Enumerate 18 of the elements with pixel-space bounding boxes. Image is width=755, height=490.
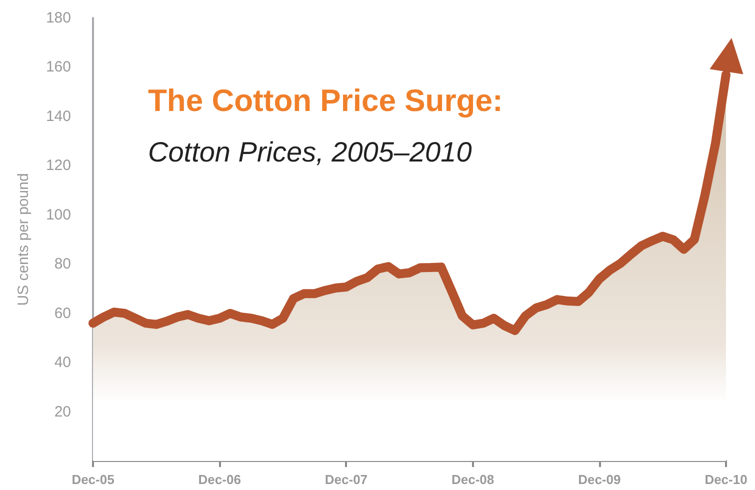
y-tick-label: 120	[46, 157, 71, 174]
x-tick-label: Dec-06	[198, 472, 241, 487]
x-tick-label: Dec-09	[578, 472, 621, 487]
y-tick-label: 80	[54, 256, 71, 273]
y-tick-label: 180	[46, 10, 71, 26]
y-tick-label: 60	[54, 304, 71, 322]
y-tick-label: 20	[54, 403, 71, 420]
y-tick-label: 40	[54, 354, 71, 372]
y-axis-title: US cents per pound	[15, 173, 32, 306]
x-tick-label: Dec-08	[451, 472, 494, 487]
x-tick-label: Dec-10	[704, 472, 748, 487]
x-tick-label: Dec-07	[324, 472, 368, 487]
text: The Cotton Price Surge:	[148, 83, 503, 118]
x-tick-label: Dec-05	[72, 472, 114, 487]
text: Cotton Prices, 2005–2010	[148, 136, 472, 168]
y-tick-label: 100	[46, 206, 71, 224]
y-tick-label: 140	[46, 108, 71, 125]
y-tick-label: 160	[46, 58, 71, 76]
